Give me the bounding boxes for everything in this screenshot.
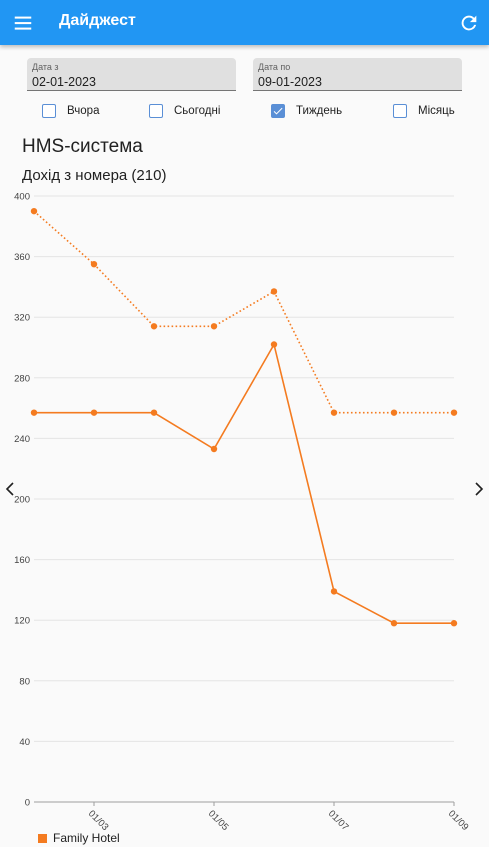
- refresh-icon[interactable]: [458, 12, 480, 34]
- data-point: [390, 620, 398, 627]
- data-point: [30, 409, 38, 416]
- y-tick-label: 280: [14, 373, 30, 384]
- chevron-left-icon[interactable]: [3, 480, 17, 498]
- period-week-checkbox[interactable]: Тиждень: [271, 102, 342, 120]
- menu-icon[interactable]: [12, 12, 34, 34]
- y-tick-label: 240: [14, 434, 30, 445]
- x-tick-label: 01/05: [206, 808, 231, 830]
- data-point: [330, 409, 338, 416]
- data-point: [150, 409, 158, 416]
- revenue-line-chart: 0 40 80 120 160 200 240 280 320 360 400 01/03 01/05 0…: [14, 192, 471, 831]
- y-tick-label: 160: [14, 555, 30, 566]
- checkbox-box-checked: [271, 104, 285, 118]
- date-to-field[interactable]: Дата по 09-01-2023: [253, 58, 462, 91]
- date-to-value: 09-01-2023: [258, 75, 322, 89]
- date-to-label: Дата по: [258, 62, 291, 72]
- x-tick-label: 01/07: [326, 808, 351, 830]
- period-yesterday-label: Вчора: [67, 105, 100, 117]
- checkbox-box: [42, 104, 56, 118]
- data-point: [210, 323, 218, 330]
- y-tick-label: 320: [14, 313, 30, 324]
- legend-label: Family Hotel: [53, 831, 120, 845]
- x-tick-label: 01/09: [446, 808, 471, 830]
- data-point: [150, 323, 158, 330]
- data-point: [270, 288, 278, 295]
- y-tick-label: 80: [19, 676, 30, 687]
- chart-title: Дохід з номера (210): [22, 167, 167, 184]
- section-title: HMS-система: [22, 136, 143, 157]
- data-point: [90, 409, 98, 416]
- series-line-dotted: [33, 210, 454, 414]
- data-point: [270, 341, 278, 348]
- y-tick-label: 200: [14, 495, 30, 506]
- period-today-label: Сьогодні: [174, 105, 221, 117]
- period-month-checkbox[interactable]: Місяць: [393, 102, 455, 120]
- page-title: Дайджест: [59, 12, 136, 29]
- checkbox-box: [393, 104, 407, 118]
- period-yesterday-checkbox[interactable]: Вчора: [42, 102, 99, 120]
- data-point: [450, 409, 458, 416]
- data-point: [390, 409, 398, 416]
- period-week-label: Тиждень: [296, 105, 343, 117]
- data-point: [90, 260, 98, 268]
- y-tick-label: 40: [19, 737, 30, 748]
- x-tick-label: 01/03: [86, 808, 111, 830]
- chart-legend: Family Hotel: [38, 831, 120, 845]
- legend-swatch: [38, 833, 47, 843]
- app-bar: Дайджест: [0, 0, 489, 45]
- data-point: [30, 207, 38, 215]
- period-today-checkbox[interactable]: Сьогодні: [149, 102, 220, 120]
- y-tick-label: 120: [14, 616, 30, 627]
- chevron-right-icon[interactable]: [472, 480, 486, 498]
- check-icon: [273, 107, 283, 115]
- date-from-label: Дата з: [32, 62, 59, 72]
- checkbox-box: [149, 104, 163, 118]
- y-tick-label: 400: [14, 192, 30, 203]
- y-tick-label: 0: [25, 798, 30, 809]
- period-month-label: Місяць: [418, 105, 455, 117]
- data-point: [450, 620, 458, 627]
- y-tick-label: 360: [14, 252, 30, 263]
- date-from-field[interactable]: Дата з 02-01-2023: [27, 58, 236, 91]
- date-from-value: 02-01-2023: [32, 75, 96, 89]
- data-point: [330, 588, 338, 595]
- data-point: [210, 445, 218, 453]
- series-line-family-hotel: [34, 342, 454, 625]
